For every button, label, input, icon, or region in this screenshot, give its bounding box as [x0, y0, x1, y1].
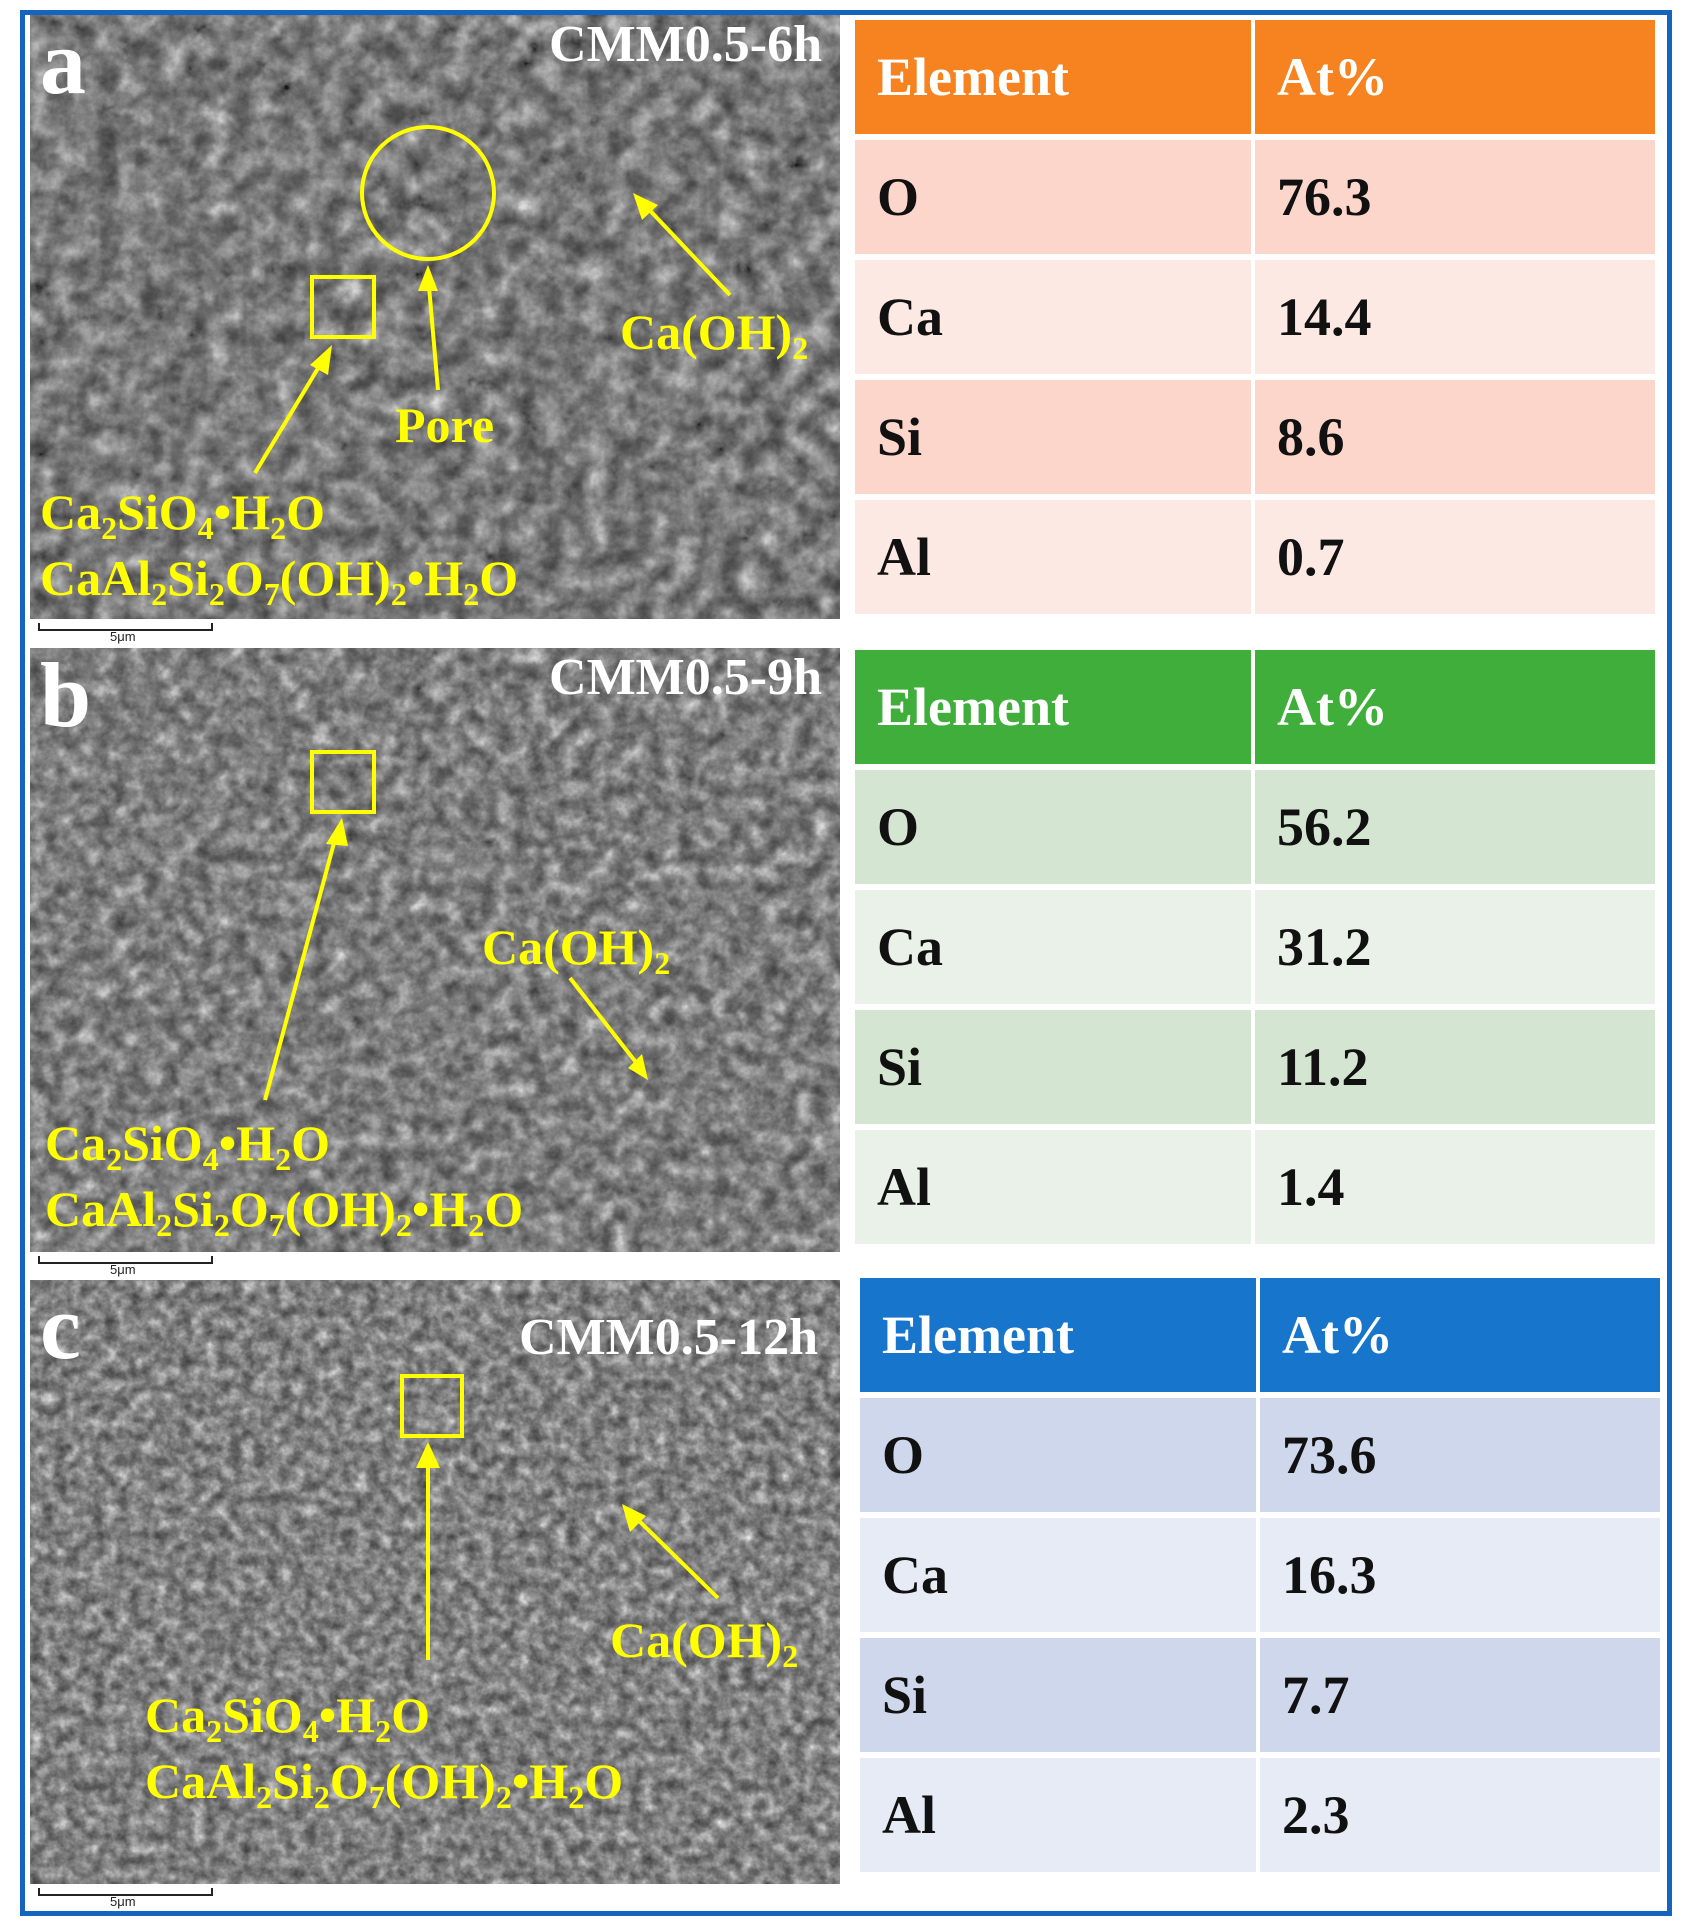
phase-label-line2: CaAl2Si2O7(OH)2•H2O [45, 1181, 524, 1243]
element-cell: O [855, 770, 1255, 884]
portlandite-label: Ca(OH)2 [620, 304, 809, 366]
sem-image-b: b CMM0.5-9h Ca(OH)2 Ca2SiO4•H2O CaAl2Si2… [30, 648, 840, 1252]
element-cell: O [855, 140, 1255, 254]
panel-letter: a [40, 15, 86, 113]
phase-label-line2: CaAl2Si2O7(OH)2•H2O [40, 550, 519, 612]
table-row: Ca 16.3 [860, 1518, 1660, 1632]
element-cell: Si [860, 1638, 1260, 1752]
table-header: Element At% [855, 20, 1655, 134]
table-row: Al 2.3 [860, 1758, 1660, 1872]
value-cell: 0.7 [1277, 527, 1345, 587]
analysis-box [400, 1374, 464, 1438]
portlandite-label: Ca(OH)2 [482, 919, 671, 981]
scale-bar [38, 623, 213, 631]
sample-label: CMM0.5-12h [519, 1309, 818, 1366]
header-element: Element [860, 1278, 1260, 1392]
value-cell: 76.3 [1277, 167, 1372, 227]
table-row: Si 7.7 [860, 1638, 1660, 1752]
scale-label: 5μm [110, 1894, 136, 1909]
table-row: Al 1.4 [855, 1130, 1655, 1244]
element-cell: Ca [855, 260, 1255, 374]
phase-label-line2: CaAl2Si2O7(OH)2•H2O [145, 1753, 624, 1815]
value-cell: 2.3 [1282, 1785, 1350, 1845]
scale-bar [38, 1256, 213, 1264]
eds-table-a: Element At% O 76.3 Ca 14.4 Si 8.6 Al 0.7 [855, 14, 1655, 620]
element-cell: Al [855, 1130, 1255, 1244]
header-element: Element [855, 20, 1255, 134]
value-cell: 73.6 [1282, 1425, 1377, 1485]
table-row: Ca 14.4 [855, 260, 1655, 374]
table-row: Al 0.7 [855, 500, 1655, 614]
header-atpct: At% [1277, 47, 1388, 107]
table-header: Element At% [855, 650, 1655, 764]
sem-image-c: c CMM0.5-12h Ca(OH)2 Ca2SiO4•H2O CaAl2Si… [30, 1280, 840, 1884]
table-row: Ca 31.2 [855, 890, 1655, 1004]
value-cell: 1.4 [1277, 1157, 1345, 1217]
panel-letter: c [40, 1280, 81, 1378]
pore-label: Pore [395, 397, 495, 453]
table-row: O 73.6 [860, 1398, 1660, 1512]
analysis-box [310, 750, 376, 814]
value-cell: 56.2 [1277, 797, 1372, 857]
value-cell: 16.3 [1282, 1545, 1377, 1605]
scale-label: 5μm [110, 629, 136, 644]
element-cell: Ca [855, 890, 1255, 1004]
sem-texture-c [30, 1280, 840, 1884]
eds-table-b: Element At% O 56.2 Ca 31.2 Si 11.2 Al 1.4 [855, 644, 1655, 1250]
table-header: Element At% [860, 1278, 1660, 1392]
value-cell: 11.2 [1277, 1037, 1369, 1097]
sem-texture-a [30, 15, 840, 619]
sem-texture-b [30, 648, 840, 1252]
table-row: Si 8.6 [855, 380, 1655, 494]
table-row: O 56.2 [855, 770, 1655, 884]
eds-table-c: Element At% O 73.6 Ca 16.3 Si 7.7 Al 2.3 [860, 1272, 1660, 1878]
portlandite-label: Ca(OH)2 [610, 1612, 799, 1674]
value-cell: 14.4 [1277, 287, 1372, 347]
table-row: O 76.3 [855, 140, 1655, 254]
sample-label: CMM0.5-6h [549, 16, 822, 73]
pore-circle [360, 125, 496, 261]
scale-label: 5μm [110, 1262, 136, 1277]
sem-image-a: a CMM0.5-6h Pore Ca(OH)2 Ca2SiO4•H2O CaA… [30, 15, 840, 619]
header-element: Element [855, 650, 1255, 764]
phase-label-line1: Ca2SiO4•H2O [40, 484, 326, 546]
phase-label-line1: Ca2SiO4•H2O [45, 1115, 331, 1177]
table-row: Si 11.2 [855, 1010, 1655, 1124]
scale-bar [38, 1888, 213, 1896]
header-atpct: At% [1277, 677, 1388, 737]
value-cell: 8.6 [1277, 407, 1345, 467]
element-cell: Si [855, 1010, 1255, 1124]
value-cell: 7.7 [1282, 1665, 1350, 1725]
element-cell: O [860, 1398, 1260, 1512]
sample-label: CMM0.5-9h [549, 649, 822, 706]
header-atpct: At% [1282, 1305, 1393, 1365]
phase-label-line1: Ca2SiO4•H2O [145, 1687, 431, 1749]
element-cell: Ca [860, 1518, 1260, 1632]
element-cell: Al [855, 500, 1255, 614]
analysis-box [310, 275, 376, 339]
panel-letter: b [40, 648, 92, 746]
element-cell: Al [860, 1758, 1260, 1872]
element-cell: Si [855, 380, 1255, 494]
value-cell: 31.2 [1277, 917, 1372, 977]
